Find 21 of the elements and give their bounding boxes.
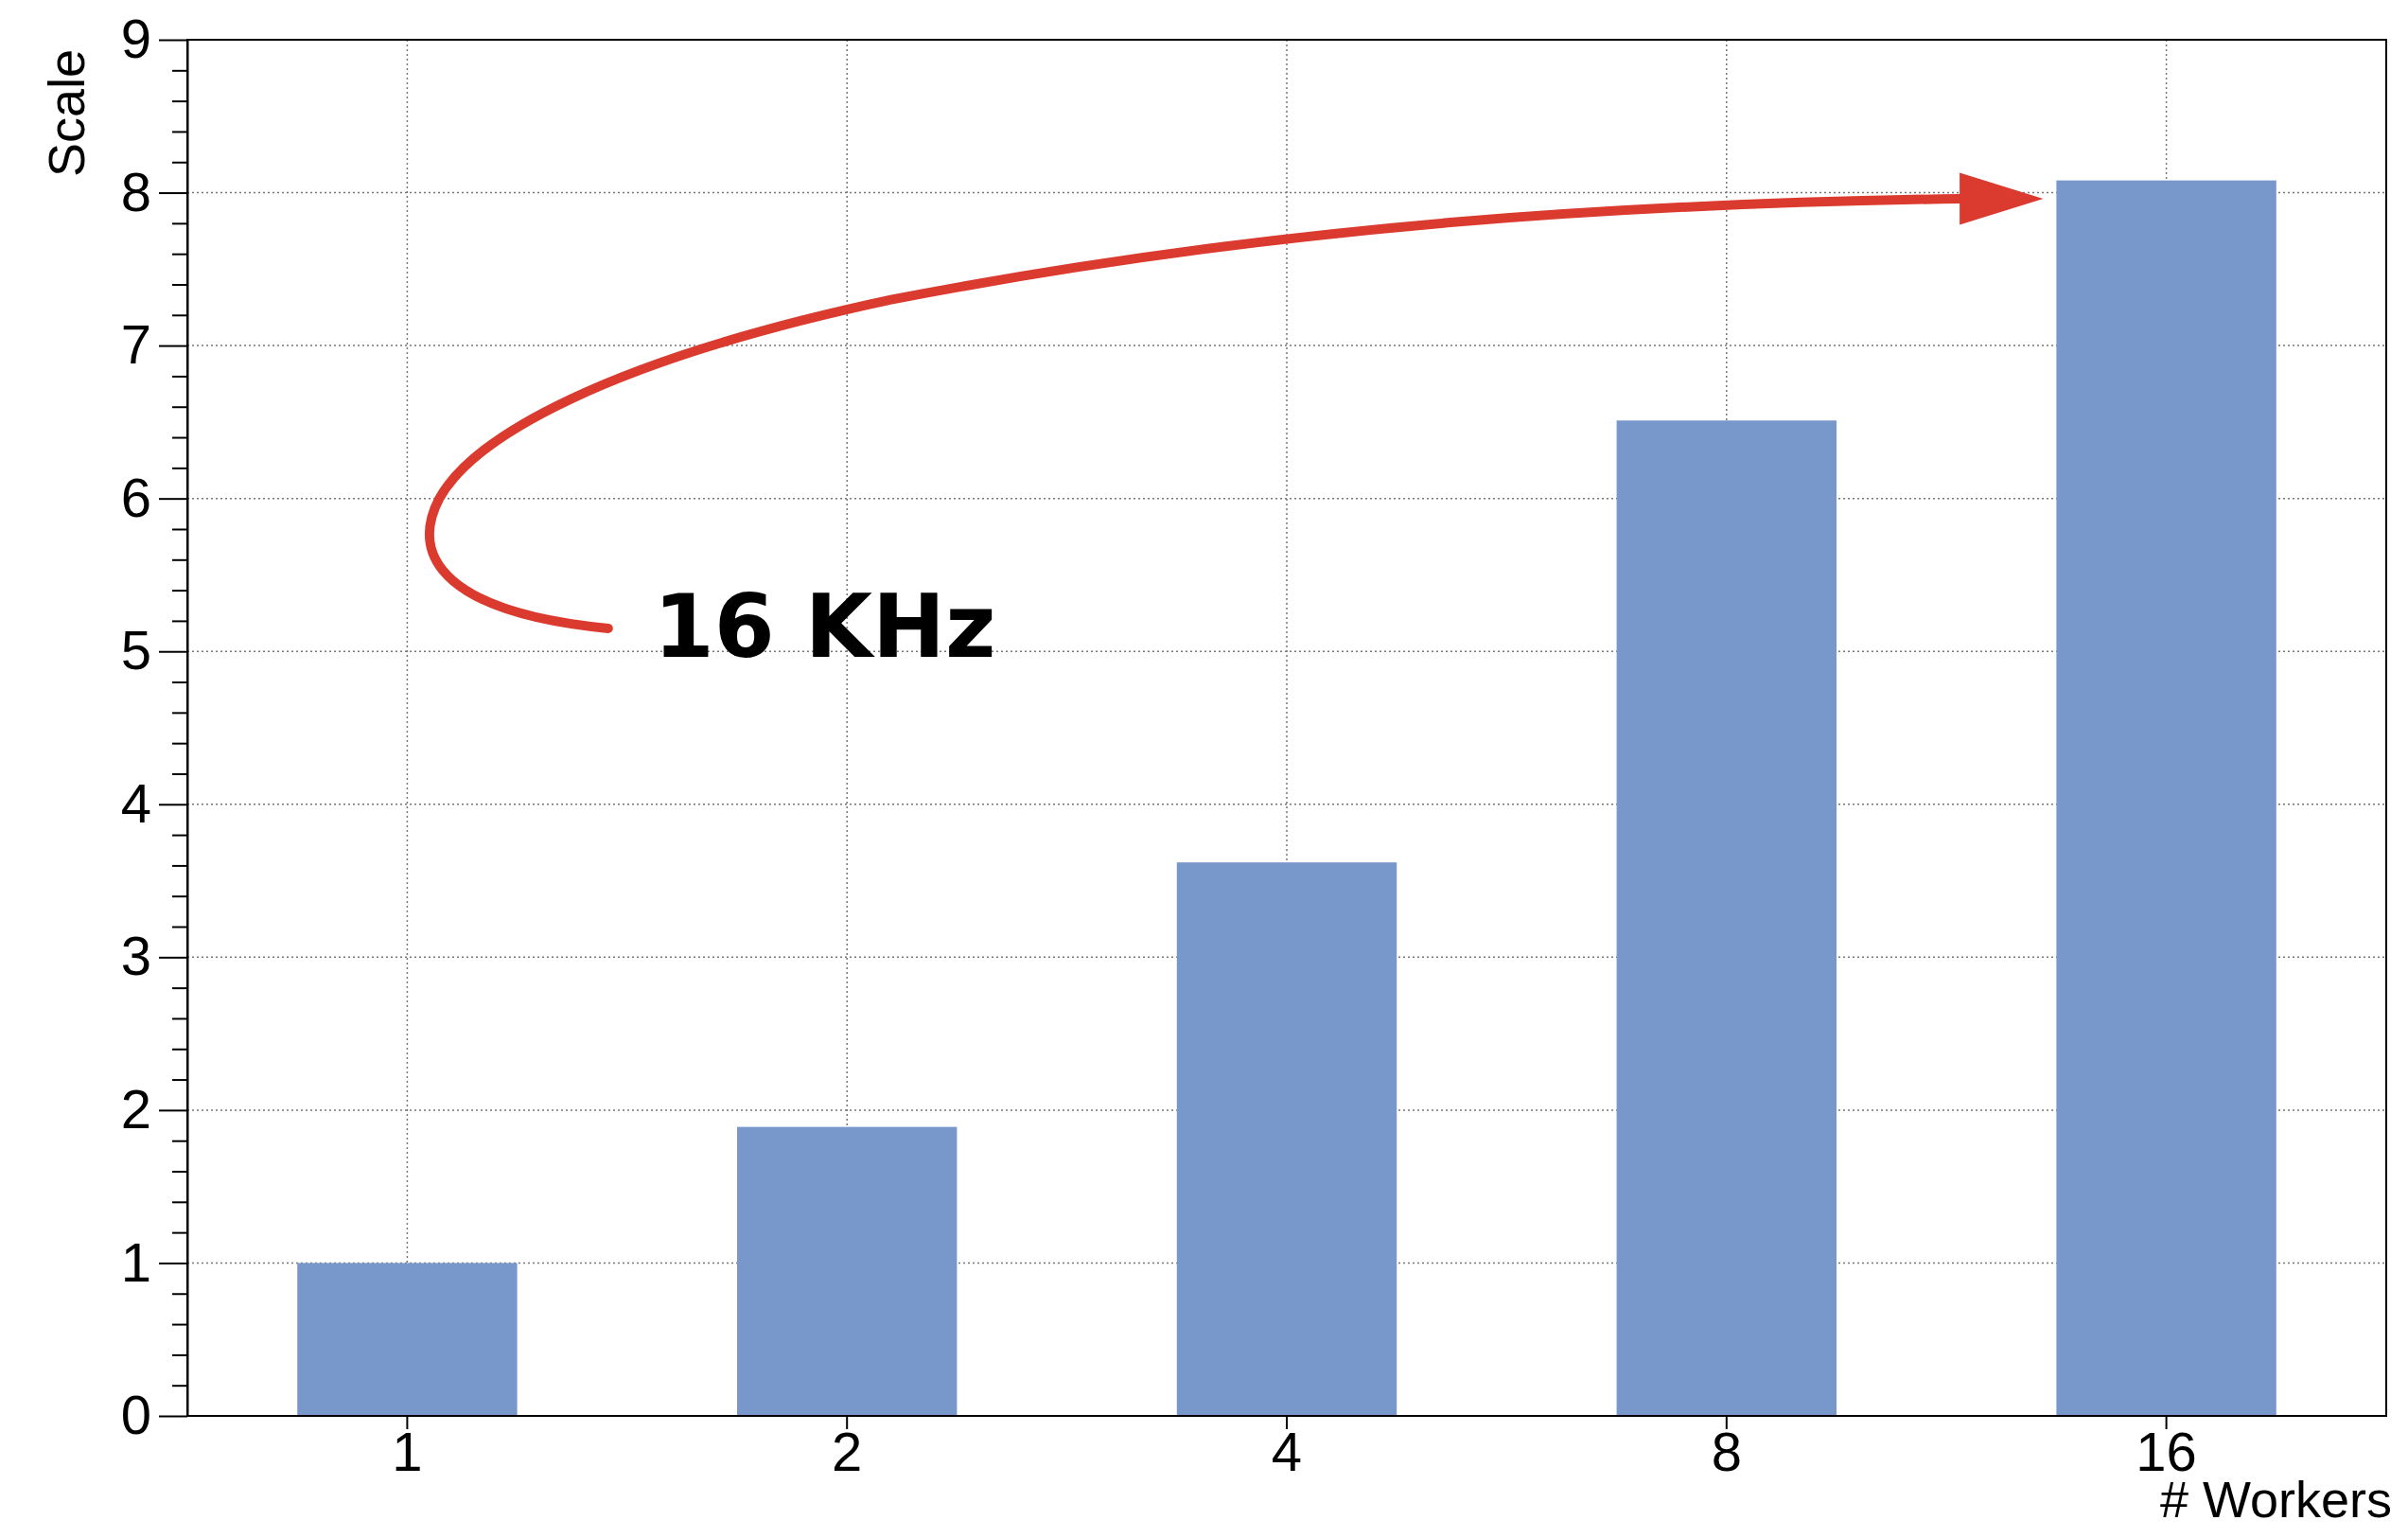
y-tick-label: 6 [120, 466, 151, 528]
x-tick-label: 2 [832, 1421, 863, 1482]
bar [297, 1263, 518, 1416]
bar [1176, 862, 1397, 1416]
bar [2056, 180, 2276, 1416]
bar [1616, 420, 1837, 1416]
x-tick-label: 1 [392, 1421, 423, 1482]
y-tick-label: 4 [120, 771, 151, 834]
y-tick-label: 5 [120, 619, 151, 681]
y-tick-label: 7 [120, 313, 151, 376]
x-tick-label: 8 [1711, 1421, 1742, 1482]
y-tick-label: 9 [120, 8, 151, 70]
bar [737, 1126, 958, 1416]
y-tick-label: 2 [120, 1077, 151, 1140]
y-tick-label: 3 [120, 925, 151, 987]
y-tick-label: 8 [120, 160, 151, 222]
x-tick-label: 4 [1271, 1421, 1303, 1482]
y-tick-label: 0 [120, 1384, 151, 1446]
annotation: 16 KHz [653, 575, 996, 678]
y-axis-title: Scale [38, 49, 95, 178]
y-tick-label: 1 [120, 1230, 151, 1293]
